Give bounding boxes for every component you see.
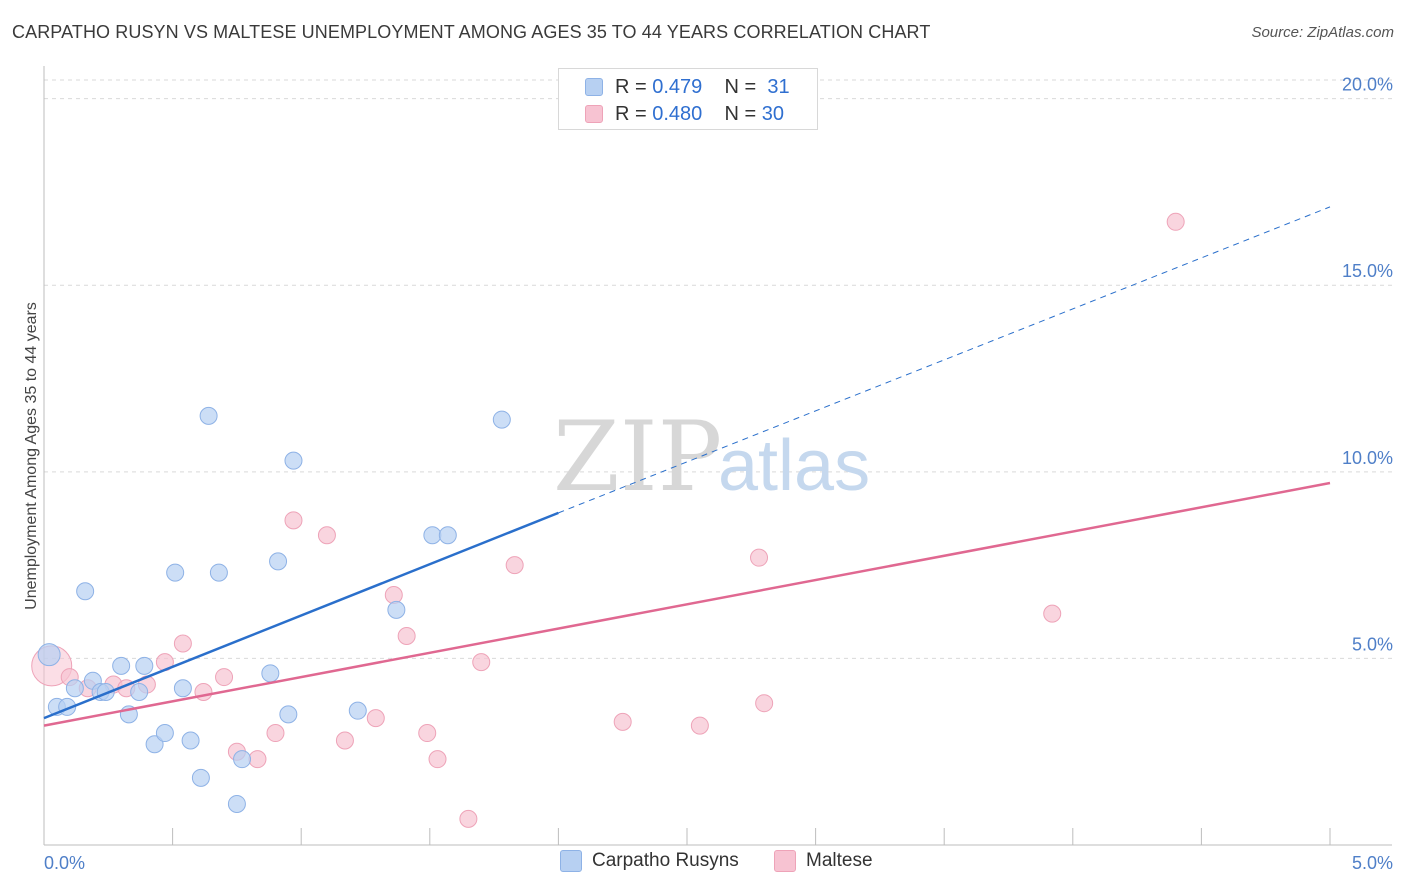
carpatho-rusyn-point [209,563,228,582]
carpatho-rusyn-point [492,410,511,429]
legend-swatch-pink [585,105,603,123]
maltese-point [750,548,769,567]
maltese-point [418,724,437,743]
maltese-points [31,212,1185,828]
maltese-point [1043,604,1062,623]
bottom-legend-label-carpatho: Carpatho Rusyns [592,850,739,871]
tick-labels: 5.0% 10.0% 15.0% 20.0% 0.0% 5.0% [44,75,1393,873]
maltese-point [284,511,303,530]
maltese-point [690,716,709,735]
maltese-point [755,694,774,713]
legend-r-value-carpatho: 0.479 [652,75,703,98]
carpatho-rusyn-trend-extension [558,206,1331,514]
maltese-point [505,556,524,575]
carpatho-rusyn-point [155,724,174,743]
carpatho-rusyn-point [199,406,218,425]
carpatho-rusyn-points [37,406,511,813]
carpatho-rusyn-point [348,701,367,720]
maltese-point [384,585,403,604]
x-tick-label: 0.0% [44,853,85,873]
source-label: Source: ZipAtlas.com [1251,24,1394,41]
carpatho-rusyn-point [261,664,280,683]
carpatho-rusyn-point [423,526,442,545]
maltese-point [397,627,416,646]
carpatho-rusyn-point [279,705,298,724]
legend-swatch-blue [585,78,603,96]
maltese-point [248,750,267,769]
watermark-atlas: atlas [718,426,870,506]
carpatho-rusyn-point [181,731,200,750]
carpatho-rusyn-point [130,683,149,701]
legend-row-carpatho: R = 0.479 N = 31 [585,74,790,100]
x-tick-label: 5.0% [1352,853,1393,873]
maltese-point [428,750,447,769]
carpatho-rusyn-point [284,451,303,470]
carpatho-rusyn-point [173,679,192,698]
maltese-point [472,653,491,672]
carpatho-rusyn-point [233,750,252,769]
bottom-legend-maltese: Maltese [774,850,873,872]
y-tick-label: 10.0% [1342,448,1393,468]
carpatho-rusyn-point [65,679,84,698]
carpatho-rusyn-point [191,768,210,787]
y-tick-label: 5.0% [1352,634,1393,654]
bottom-legend-carpatho: Carpatho Rusyns [560,850,739,872]
maltese-point [1166,212,1185,231]
bottom-swatch-blue [560,850,582,872]
carpatho-rusyn-point [387,600,406,619]
axes [43,66,1392,846]
carpatho-rusyn-point [76,582,95,601]
legend-n-label: N = [724,75,757,98]
y-axis-label: Unemployment Among Ages 35 to 44 years [23,302,40,610]
legend-n-value-carpatho: 31 [767,75,790,98]
maltese-point [317,526,336,545]
carpatho-rusyn-point [145,735,164,754]
maltese-trend-line [43,481,1331,727]
carpatho-rusyn-point [135,656,154,675]
legend-r-label: R = [615,75,647,98]
maltese-point [194,683,213,701]
y-tick-label: 20.0% [1342,75,1393,95]
watermark-zip: ZIP [553,401,722,513]
carpatho-rusyn-point [438,526,457,545]
bottom-legend-label-maltese: Maltese [806,850,873,871]
maltese-point [335,731,354,750]
carpatho-rusyn-trend-line [43,511,559,720]
carpatho-rusyn-point [37,643,61,667]
carpatho-rusyn-point [227,794,246,813]
legend-r-value-maltese: 0.480 [652,102,703,125]
carpatho-rusyn-point [269,552,288,571]
maltese-point [215,668,234,687]
maltese-point [173,634,192,653]
maltese-point [366,709,385,728]
stats-legend: R = 0.479 N = 31 R = 0.480 N = 30 [558,68,818,130]
legend-n-label: N = [724,102,757,125]
carpatho-rusyn-point [166,563,185,582]
grid-lines [44,79,1392,659]
carpatho-rusyn-point [112,656,131,675]
legend-n-value-maltese: 30 [761,102,785,125]
maltese-point [266,724,285,743]
maltese-point [459,809,478,828]
legend-r-label: R = [615,102,647,125]
trend-lines [43,206,1331,727]
chart-title: CARPATHO RUSYN VS MALTESE UNEMPLOYMENT A… [12,22,931,42]
maltese-point [613,712,632,731]
legend-row-maltese: R = 0.480 N = 30 [585,101,784,127]
y-tick-label: 15.0% [1342,261,1393,281]
bottom-swatch-pink [774,850,796,872]
